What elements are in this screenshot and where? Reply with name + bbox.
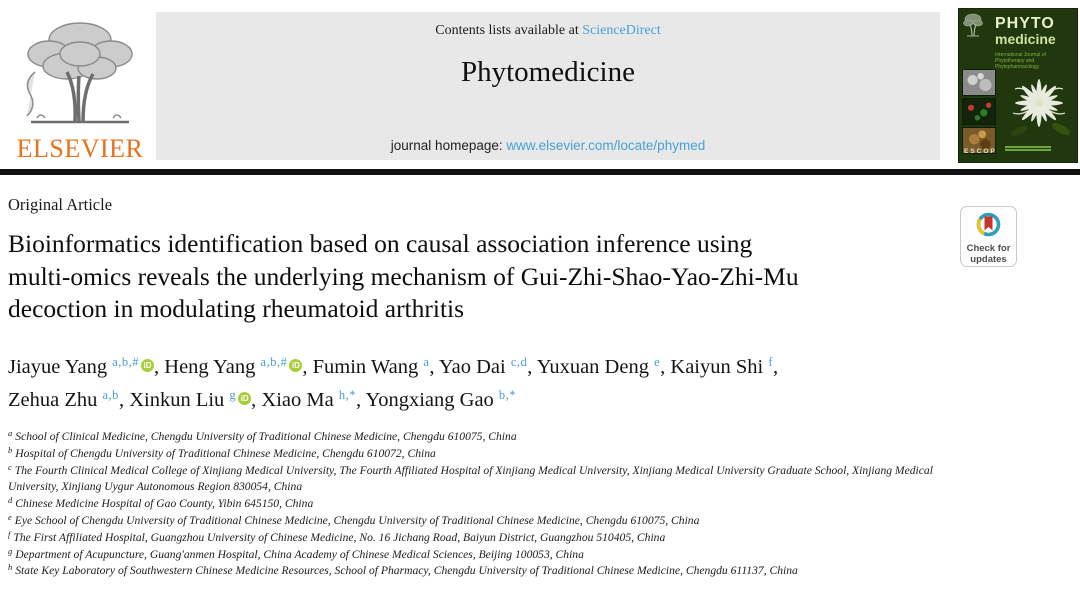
homepage-line: journal homepage: www.elsevier.com/locat… bbox=[156, 138, 940, 153]
author: Heng Yang a,b,# iD, bbox=[164, 355, 313, 378]
author-name: Xiao Ma bbox=[261, 389, 339, 411]
affiliation-marker: c bbox=[8, 461, 12, 472]
affiliation: b Hospital of Chengdu University of Tradi… bbox=[8, 444, 938, 463]
affiliation: d Chinese Medicine Hospital of Gao County… bbox=[8, 495, 938, 513]
affiliation: e Eye School of Chengdu University of Tra… bbox=[8, 511, 938, 530]
affiliation-text: School of Clinical Medicine, Chengdu Uni… bbox=[15, 430, 517, 443]
journal-cover[interactable]: PHYTO medicine International Journal of … bbox=[958, 8, 1078, 163]
contents-prefix: Contents lists available at bbox=[435, 23, 583, 38]
orcid-icon[interactable]: iD bbox=[289, 359, 303, 372]
author-superscript: e bbox=[654, 355, 661, 369]
cover-title-block: PHYTO medicine International Journal of … bbox=[995, 15, 1077, 70]
author: Yuxuan Deng e, bbox=[536, 355, 671, 378]
cover-thumbnail-micrograph bbox=[962, 69, 996, 96]
affiliation-marker: f bbox=[8, 528, 11, 539]
author-name: Xinkun Liu bbox=[129, 389, 230, 411]
author-superscript: b,* bbox=[498, 388, 517, 402]
elsevier-wordmark: ELSEVIER bbox=[16, 134, 144, 163]
cover-subtitle: International Journal of Phytotherapy an… bbox=[995, 52, 1046, 70]
cover-title-medicine: medicine bbox=[995, 31, 1056, 47]
homepage-prefix: journal homepage: bbox=[390, 138, 507, 153]
author-name: Kaiyun Shi bbox=[670, 356, 769, 378]
header-banner: Contents lists available at ScienceDirec… bbox=[156, 12, 940, 160]
affiliation: h State Key Laboratory of Southwestern Ch… bbox=[8, 562, 938, 580]
author: Zehua Zhu a,b, bbox=[8, 388, 130, 411]
title-line: decoction in modulating rheumatoid arthr… bbox=[8, 294, 465, 323]
badge-label: Check for updates bbox=[966, 243, 1011, 265]
elsevier-logo: ELSEVIER bbox=[8, 14, 152, 166]
author-superscript: a,b,# bbox=[260, 355, 288, 369]
author-superscript: a,b,# bbox=[112, 355, 140, 369]
author-superscript: h,* bbox=[338, 388, 356, 402]
affiliation-text: The Fourth Clinical Medical College of X… bbox=[8, 463, 933, 494]
author: Kaiyun Shi f, bbox=[670, 355, 779, 378]
affiliation-marker: a bbox=[8, 428, 13, 438]
cover-thumbnail-fluorescence bbox=[962, 98, 996, 125]
affiliation-text: Hospital of Chengdu University of Tradit… bbox=[15, 446, 436, 460]
update-badge-icon bbox=[976, 212, 1001, 237]
check-for-updates-badge[interactable]: Check for updates bbox=[960, 206, 1017, 267]
author: Xiao Ma h,*, bbox=[261, 388, 366, 411]
cover-flower-icon bbox=[1010, 79, 1070, 136]
author-superscript: c,d bbox=[510, 355, 528, 369]
author-superscript: a bbox=[423, 355, 430, 369]
author-superscript: f bbox=[768, 355, 774, 369]
author-name: Fumin Wang bbox=[312, 356, 424, 378]
cover-elsevier-tree-icon bbox=[963, 13, 983, 37]
article-type-label: Original Article bbox=[8, 195, 113, 214]
affiliation: g Department of Acupuncture, Guang'anmen … bbox=[8, 545, 938, 564]
cover-footer: ESCOP bbox=[964, 140, 1074, 158]
article-title: Bioinformatics identification based on c… bbox=[8, 228, 958, 326]
header-divider bbox=[0, 169, 1080, 175]
affiliation-list: a School of Clinical Medicine, Chengdu Un… bbox=[8, 428, 938, 580]
affiliation: a School of Clinical Medicine, Chengdu Un… bbox=[8, 428, 938, 446]
affiliation-marker: d bbox=[8, 495, 13, 506]
affiliation-marker: h bbox=[8, 562, 13, 573]
elsevier-tree-icon bbox=[26, 22, 133, 124]
cover-thumbnails bbox=[962, 69, 996, 156]
author: Jiayue Yang a,b,# iD, bbox=[8, 355, 165, 378]
title-line: multi-omics reveals the underlying mecha… bbox=[8, 261, 799, 291]
author: Xinkun Liu g iD, bbox=[129, 388, 262, 411]
affiliation-text: Department of Acupuncture, Guang'anmen H… bbox=[15, 547, 584, 561]
affiliation-marker: g bbox=[8, 545, 13, 556]
orcid-icon[interactable]: iD bbox=[141, 359, 155, 372]
author: Fumin Wang a, bbox=[312, 355, 439, 378]
contents-line: Contents lists available at ScienceDirec… bbox=[156, 23, 940, 39]
author: Yao Dai c,d, bbox=[438, 355, 537, 378]
cover-thumbnail-histology bbox=[962, 127, 996, 154]
affiliation-marker: e bbox=[8, 511, 12, 522]
affiliation-text: Chinese Medicine Hospital of Gao County,… bbox=[15, 497, 314, 511]
author-name: Yongxiang Gao bbox=[365, 389, 499, 411]
author-list: Jiayue Yang a,b,# iD, Heng Yang a,b,# iD, … bbox=[8, 352, 973, 418]
orcid-icon[interactable]: iD bbox=[238, 392, 252, 405]
title-line: Bioinformatics identification based on c… bbox=[8, 229, 753, 258]
author-name: Yao Dai bbox=[438, 356, 511, 378]
cover-escop-label: ESCOP bbox=[964, 148, 997, 155]
author-name: Zehua Zhu bbox=[8, 389, 103, 411]
affiliation-text: State Key Laboratory of Southwestern Chi… bbox=[15, 564, 798, 578]
affiliation-text: Eye School of Chengdu University of Trad… bbox=[14, 513, 700, 527]
author-superscript: a,b bbox=[102, 388, 119, 402]
homepage-link[interactable]: www.elsevier.com/locate/phymed bbox=[506, 138, 706, 153]
author-name: Jiayue Yang bbox=[8, 356, 113, 378]
author-name: Yuxuan Deng bbox=[536, 356, 655, 378]
affiliation-text: The First Affiliated Hospital, Guangzhou… bbox=[13, 530, 666, 544]
author-superscript: g bbox=[229, 388, 237, 402]
affiliation-marker: b bbox=[8, 444, 13, 455]
cover-title-phyto: PHYTO bbox=[995, 15, 1055, 32]
author: Yongxiang Gao b,* bbox=[365, 388, 517, 411]
cover-footer-lines bbox=[1004, 146, 1051, 152]
affiliation: f The First Affiliated Hospital, Guangzho… bbox=[8, 528, 938, 547]
journal-title: Phytomedicine bbox=[461, 56, 635, 88]
sciencedirect-link[interactable]: ScienceDirect bbox=[582, 23, 661, 38]
author-name: Heng Yang bbox=[164, 356, 261, 378]
affiliation: c The Fourth Clinical Medical College of … bbox=[8, 461, 938, 497]
